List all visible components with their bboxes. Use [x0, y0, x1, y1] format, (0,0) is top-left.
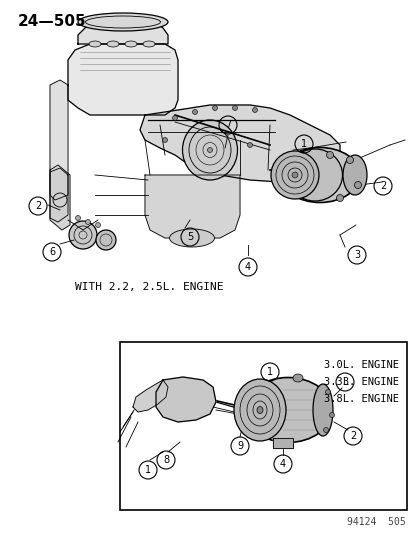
Text: WITH 2.2, 2.5L. ENGINE: WITH 2.2, 2.5L. ENGINE — [75, 282, 223, 292]
Ellipse shape — [325, 390, 330, 394]
Text: 2: 2 — [35, 201, 41, 211]
Ellipse shape — [75, 215, 80, 221]
Ellipse shape — [207, 148, 212, 152]
Text: 5: 5 — [186, 232, 192, 242]
Text: 24—505: 24—505 — [18, 14, 86, 29]
Ellipse shape — [346, 157, 353, 164]
Ellipse shape — [291, 172, 297, 178]
Ellipse shape — [182, 120, 237, 180]
Text: 7: 7 — [224, 120, 230, 130]
Ellipse shape — [89, 41, 101, 47]
Text: 4: 4 — [244, 262, 250, 272]
Ellipse shape — [256, 407, 262, 414]
Ellipse shape — [323, 427, 328, 432]
Ellipse shape — [232, 106, 237, 110]
Ellipse shape — [329, 413, 334, 417]
Polygon shape — [156, 377, 216, 422]
Ellipse shape — [354, 182, 361, 189]
Ellipse shape — [69, 221, 97, 249]
Polygon shape — [68, 44, 178, 115]
Ellipse shape — [192, 109, 197, 115]
Ellipse shape — [85, 220, 90, 224]
Polygon shape — [78, 22, 168, 44]
Polygon shape — [272, 438, 292, 448]
Text: 3.0L. ENGINE: 3.0L. ENGINE — [323, 360, 398, 370]
Text: 3: 3 — [341, 377, 347, 387]
Text: 1: 1 — [145, 465, 151, 475]
Ellipse shape — [342, 155, 366, 195]
Polygon shape — [50, 168, 68, 222]
Ellipse shape — [125, 41, 137, 47]
Ellipse shape — [162, 138, 167, 142]
Text: 94124  505: 94124 505 — [347, 517, 405, 527]
Text: 1: 1 — [300, 139, 306, 149]
Bar — [120, 342, 406, 510]
Ellipse shape — [169, 229, 214, 247]
Ellipse shape — [243, 377, 331, 442]
Text: 3.3L. ENGINE: 3.3L. ENGINE — [323, 377, 398, 387]
Ellipse shape — [78, 13, 168, 31]
Ellipse shape — [233, 379, 285, 441]
Text: 2: 2 — [349, 431, 355, 441]
Text: 9: 9 — [236, 441, 242, 451]
Polygon shape — [50, 165, 70, 230]
Ellipse shape — [107, 41, 119, 47]
Ellipse shape — [252, 108, 257, 112]
Text: 1: 1 — [266, 367, 273, 377]
Text: 2: 2 — [379, 181, 385, 191]
Polygon shape — [133, 380, 168, 412]
Ellipse shape — [279, 148, 359, 203]
Text: 3: 3 — [353, 250, 359, 260]
Polygon shape — [145, 175, 240, 238]
Ellipse shape — [312, 384, 332, 436]
Text: 8: 8 — [163, 455, 169, 465]
Ellipse shape — [142, 41, 154, 47]
Polygon shape — [140, 105, 339, 182]
Ellipse shape — [336, 195, 343, 201]
Ellipse shape — [271, 151, 318, 199]
Ellipse shape — [287, 149, 342, 201]
Text: 3.8L. ENGINE: 3.8L. ENGINE — [323, 394, 398, 404]
Text: 6: 6 — [49, 247, 55, 257]
Polygon shape — [50, 80, 68, 200]
Ellipse shape — [292, 374, 302, 382]
Ellipse shape — [95, 222, 100, 228]
Ellipse shape — [172, 116, 177, 120]
Ellipse shape — [96, 230, 116, 250]
Ellipse shape — [326, 151, 333, 158]
Ellipse shape — [212, 106, 217, 110]
Ellipse shape — [247, 142, 252, 148]
Text: 4: 4 — [279, 459, 285, 469]
